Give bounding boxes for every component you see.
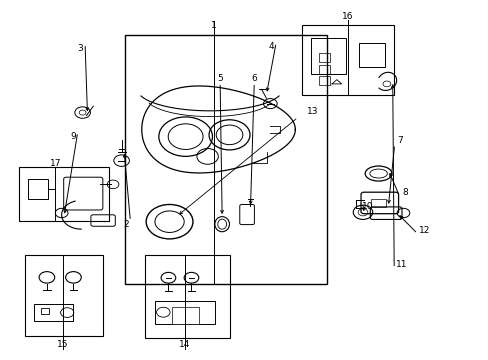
Text: 11: 11 [395,260,407,269]
Bar [318,53,329,62]
Text: 17: 17 [49,159,61,168]
Text: 16: 16 [342,12,353,21]
Bar [41,308,49,314]
Bar [358,42,384,67]
Text: 14: 14 [179,341,190,350]
Bar [155,301,214,324]
Bar [144,255,229,338]
Text: 12: 12 [418,226,430,235]
Text: 13: 13 [306,107,318,116]
Text: 8: 8 [402,188,407,197]
Bar [34,304,73,321]
Bar [19,167,109,221]
Text: 6: 6 [251,75,257,84]
Text: 15: 15 [57,341,69,350]
Text: 9: 9 [70,132,76,141]
Text: 5: 5 [217,75,223,84]
Text: 2: 2 [123,220,129,229]
Bar [25,255,103,336]
Bar [28,179,48,199]
Bar [171,307,199,324]
Text: 7: 7 [397,136,403,145]
Bar [125,35,327,284]
Text: 10: 10 [361,202,372,211]
Text: 4: 4 [268,42,274,51]
Bar [302,25,393,95]
Bar [370,199,385,207]
Bar [318,65,329,74]
Text: 3: 3 [77,44,83,53]
Bar [318,76,329,85]
Bar [310,38,346,74]
Text: 1: 1 [211,21,217,30]
